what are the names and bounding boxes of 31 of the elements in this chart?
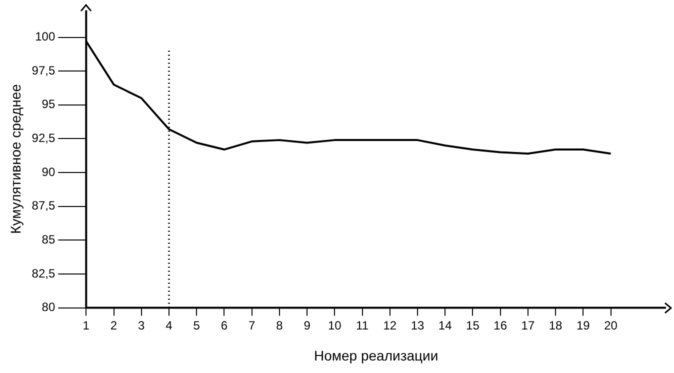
x-tick-label: 6 <box>220 318 228 332</box>
x-tick-label: 9 <box>304 318 311 332</box>
y-axis-title: Кумулятивное среднее <box>7 84 24 234</box>
x-tick-label: 10 <box>328 318 342 332</box>
y-tick-label: 80 <box>42 300 56 314</box>
y-tick-label: 82,5 <box>32 266 56 280</box>
x-tick-label: 20 <box>604 318 618 332</box>
x-tick-label: 5 <box>193 318 200 332</box>
x-tick-label: 7 <box>248 318 256 332</box>
y-tick-label: 92,5 <box>32 131 56 146</box>
x-tick-label: 17 <box>521 318 535 332</box>
x-tick-label: 13 <box>410 318 424 332</box>
x-tick-label: 19 <box>576 318 590 332</box>
y-tick-label: 90 <box>42 164 56 179</box>
y-tick-label: 87,5 <box>32 198 56 213</box>
x-tick-label: 11 <box>356 318 369 332</box>
x-tick-label: 18 <box>548 318 563 332</box>
x-tick-label: 12 <box>383 318 397 332</box>
x-tick-label: 2 <box>110 318 118 332</box>
x-tick-label: 3 <box>138 318 146 332</box>
x-tick-label: 16 <box>494 318 508 332</box>
y-tick-label: 97,5 <box>32 63 56 78</box>
x-tick-label: 14 <box>438 318 452 332</box>
x-tick-label: 15 <box>466 318 480 332</box>
x-tick-label: 4 <box>166 318 173 332</box>
x-axis-title: Номер реализации <box>314 347 438 364</box>
y-tick-label: 100 <box>35 30 56 44</box>
y-tick-label: 85 <box>42 232 56 246</box>
x-tick-label: 8 <box>276 318 284 332</box>
x-tick-label: 1 <box>82 318 90 332</box>
y-tick-label: 95 <box>42 97 56 112</box>
